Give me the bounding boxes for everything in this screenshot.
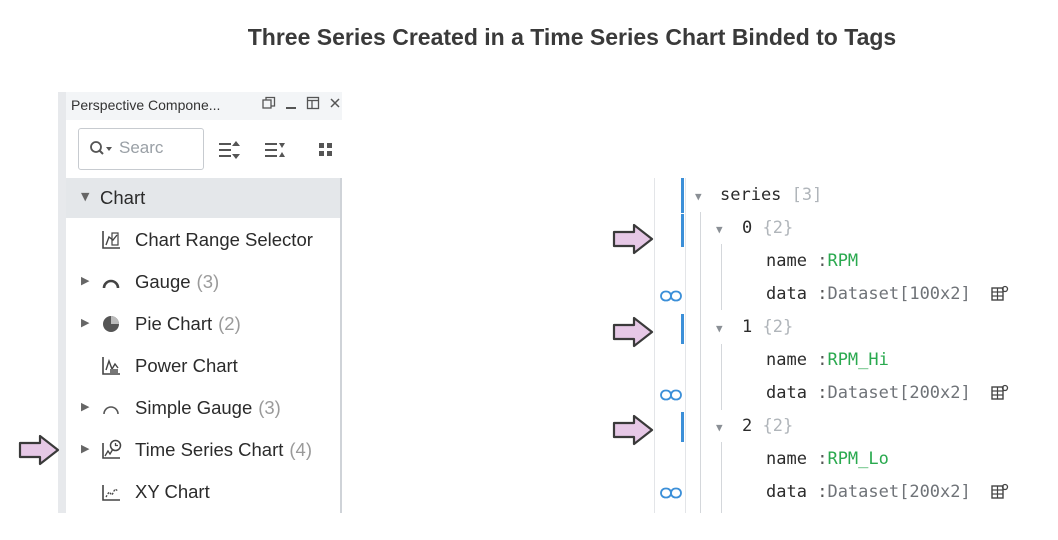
search-box[interactable]: [78, 128, 204, 170]
annotation-arrow-icon: [18, 434, 60, 466]
perspective-components-panel: Perspective Compone...: [58, 92, 342, 513]
tree-item-label: Pie Chart (2): [135, 313, 241, 334]
prop-series-0[interactable]: 0 {2}: [742, 218, 794, 238]
tree-item-xy-chart[interactable]: XY Chart: [66, 470, 340, 512]
panel-title: Perspective Compone...: [71, 97, 221, 113]
prop-data-0[interactable]: data :Dataset[100x2]: [766, 284, 971, 304]
property-editor: ▼ series [3] ▼ 0 {2} name :RPM data :Dat…: [654, 178, 1024, 513]
caret-down-icon[interactable]: ▼: [81, 190, 90, 203]
tree-guide-line: [721, 244, 722, 310]
simple-gauge-icon: [103, 406, 119, 415]
tree-item-label: Chart Range Selector: [135, 229, 313, 250]
collapse-all-icon[interactable]: [264, 140, 286, 160]
tree-item-label: XY Chart: [135, 481, 210, 502]
category-label: Chart: [100, 187, 146, 208]
component-tree: ▼ Chart Chart Range Selector ▶ Gauge (3) …: [66, 178, 340, 512]
tree-item-gauge[interactable]: ▶ Gauge (3): [66, 260, 340, 302]
caret-right-icon[interactable]: ▶: [81, 442, 90, 455]
grid-view-icon[interactable]: [316, 140, 338, 160]
item-count: (3): [258, 397, 281, 418]
prop-data-2[interactable]: data :Dataset[200x2]: [766, 482, 971, 502]
tree-item-pie-chart[interactable]: ▶ Pie Chart (2): [66, 302, 340, 344]
caret-right-icon[interactable]: ▶: [81, 316, 90, 329]
page-title: Three Series Created in a Time Series Ch…: [247, 24, 897, 50]
caret-down-icon[interactable]: ▼: [695, 190, 702, 203]
selection-bar: [681, 214, 684, 247]
chart-range-icon: [102, 231, 120, 249]
search-input[interactable]: [119, 138, 169, 158]
caret-right-icon[interactable]: ▶: [81, 274, 90, 287]
search-icon: [90, 141, 112, 155]
dataset-editor-icon[interactable]: [991, 284, 1009, 302]
time-series-icon: [102, 439, 122, 459]
binding-gutter: [654, 178, 686, 513]
tree-item-simple-gauge[interactable]: ▶ Simple Gauge (3): [66, 386, 340, 428]
tree-item-chart-range-selector[interactable]: Chart Range Selector: [66, 218, 340, 260]
tree-item-label: Simple Gauge (3): [135, 397, 281, 418]
selection-bar: [681, 178, 684, 213]
caret-down-icon[interactable]: ▼: [716, 421, 723, 434]
prop-series[interactable]: series [3]: [720, 185, 823, 205]
prop-name-2[interactable]: name :RPM_Lo: [766, 449, 889, 469]
maximize-icon[interactable]: [305, 96, 321, 114]
caret-right-icon[interactable]: ▶: [81, 400, 90, 413]
tree-guide-line: [721, 344, 722, 410]
tree-item-power-chart[interactable]: Power Chart: [66, 344, 340, 386]
item-count: (4): [289, 439, 313, 460]
panel-toolbar: [66, 120, 342, 178]
annotation-arrow-icon: [612, 223, 654, 255]
caret-down-icon[interactable]: ▼: [716, 223, 723, 236]
panel-left-edge: [58, 92, 66, 513]
tree-item-label: Gauge (3): [135, 271, 220, 292]
prop-series-1[interactable]: 1 {2}: [742, 317, 794, 337]
dataset-editor-icon[interactable]: [991, 482, 1009, 500]
tree-item-label: Power Chart: [135, 355, 238, 376]
panel-header: Perspective Compone...: [66, 92, 342, 121]
pie-icon: [103, 316, 119, 332]
item-count: (3): [196, 271, 220, 292]
minimize-icon[interactable]: [283, 96, 299, 114]
selection-bar: [681, 314, 684, 344]
dataset-editor-icon[interactable]: [991, 383, 1009, 401]
prop-name-1[interactable]: name :RPM_Hi: [766, 350, 889, 370]
prop-series-2[interactable]: 2 {2}: [742, 416, 794, 436]
restore-icon[interactable]: [261, 96, 277, 114]
xy-chart-icon: [102, 485, 120, 501]
tree-item-time-series-chart[interactable]: ▶ Time Series Chart (4): [66, 428, 340, 470]
prop-name-0[interactable]: name :RPM: [766, 251, 859, 271]
selection-bar: [681, 412, 684, 442]
gauge-icon: [102, 279, 120, 289]
tree-item-label: Time Series Chart (4): [135, 439, 313, 460]
prop-meta: [3]: [791, 185, 823, 205]
annotation-arrow-icon: [612, 316, 654, 348]
item-count: (2): [218, 313, 241, 334]
binding-link-icon[interactable]: [660, 487, 682, 499]
panel-right-edge: [340, 178, 342, 513]
sort-icon[interactable]: [218, 140, 240, 160]
power-chart-icon: [102, 357, 120, 375]
caret-down-icon[interactable]: ▼: [716, 322, 723, 335]
binding-link-icon[interactable]: [660, 389, 682, 401]
binding-link-icon[interactable]: [660, 290, 682, 302]
tree-guide-line: [700, 212, 701, 513]
tree-category-chart[interactable]: ▼ Chart: [66, 178, 340, 218]
tree-guide-line: [721, 442, 722, 513]
prop-data-1[interactable]: data :Dataset[200x2]: [766, 383, 971, 403]
annotation-arrow-icon: [612, 414, 654, 446]
close-icon[interactable]: [327, 96, 342, 114]
